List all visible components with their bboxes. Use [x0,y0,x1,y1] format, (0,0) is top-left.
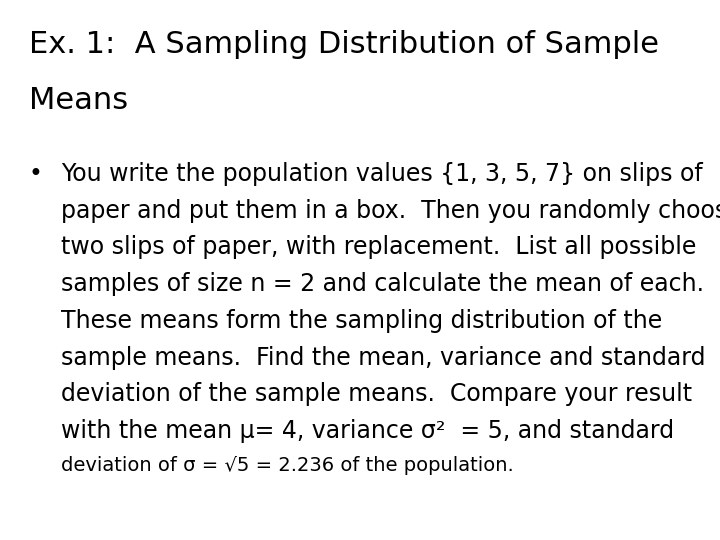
Text: Means: Means [29,86,128,116]
Text: samples of size n = 2 and calculate the mean of each.: samples of size n = 2 and calculate the … [61,272,704,296]
Text: deviation of the sample means.  Compare your result: deviation of the sample means. Compare y… [61,382,693,406]
Text: paper and put them in a box.  Then you randomly choose: paper and put them in a box. Then you ra… [61,199,720,222]
Text: •: • [29,162,42,186]
Text: You write the population values {1, 3, 5, 7} on slips of: You write the population values {1, 3, 5… [61,162,703,186]
Text: deviation of σ = √5 = 2.236 of the population.: deviation of σ = √5 = 2.236 of the popul… [61,456,514,475]
Text: two slips of paper, with replacement.  List all possible: two slips of paper, with replacement. Li… [61,235,696,259]
Text: sample means.  Find the mean, variance and standard: sample means. Find the mean, variance an… [61,346,706,369]
Text: These means form the sampling distribution of the: These means form the sampling distributi… [61,309,662,333]
Text: Ex. 1:  A Sampling Distribution of Sample: Ex. 1: A Sampling Distribution of Sample [29,30,659,59]
Text: with the mean μ= 4, variance σ²  = 5, and standard: with the mean μ= 4, variance σ² = 5, and… [61,419,675,443]
